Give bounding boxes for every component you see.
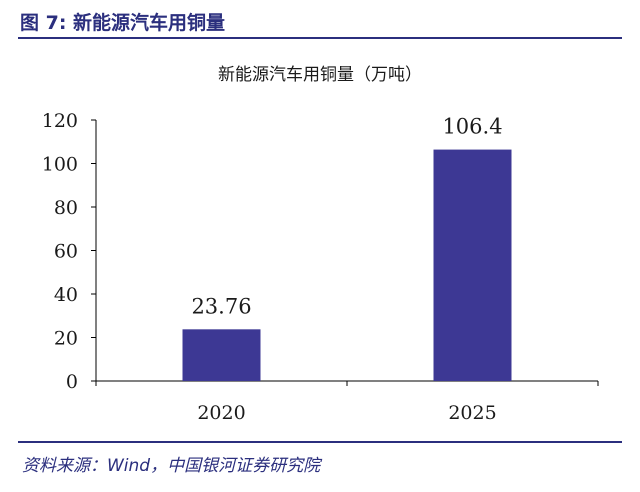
- bar-chart: 新能源汽车用铜量（万吨） 0 20 40 60 80 100 120 23.76 2020 106.…: [42, 65, 599, 424]
- figure-title: 图 7: 新能源汽车用铜量: [20, 12, 226, 34]
- chart-title: 新能源汽车用铜量（万吨）: [218, 65, 422, 85]
- bar-2020: [182, 329, 261, 381]
- bottom-rule: [18, 441, 622, 443]
- y-tick-label: 120: [42, 110, 78, 132]
- x-tick-label: 2025: [448, 402, 496, 424]
- figure-header: 图 7: 新能源汽车用铜量: [0, 0, 640, 40]
- source-note: 资料来源：Wind，中国银河证券研究院: [22, 456, 321, 476]
- y-tick-label: 20: [54, 328, 78, 350]
- y-tick-label: 60: [54, 241, 78, 263]
- data-label: 23.76: [191, 294, 251, 318]
- top-rule: [18, 37, 622, 39]
- data-label: 106.4: [442, 115, 502, 139]
- bar-2025: [433, 149, 512, 381]
- x-tick-label: 2020: [197, 402, 245, 424]
- y-tick-label: 80: [54, 197, 78, 219]
- y-tick-label: 40: [54, 284, 78, 306]
- y-tick-label: 0: [66, 371, 78, 393]
- y-tick-label: 100: [42, 154, 78, 176]
